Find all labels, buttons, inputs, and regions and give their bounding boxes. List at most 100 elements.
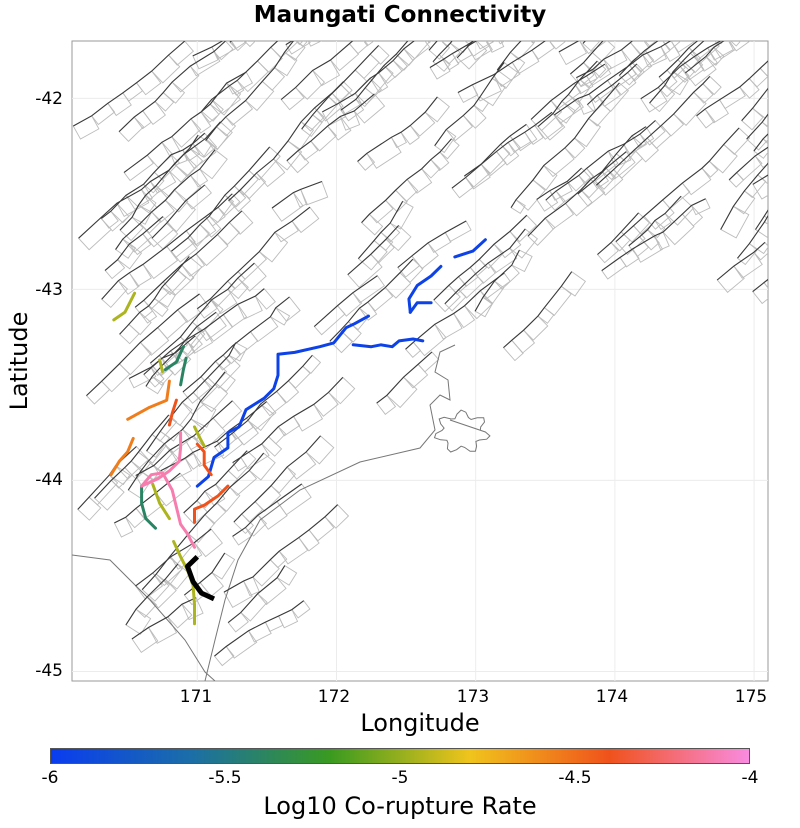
fault-trace [280, 41, 354, 100]
rupture-trace [163, 345, 185, 372]
y-tick-label: -44 [35, 470, 63, 490]
fault-trace [582, 41, 586, 44]
fault-trace [537, 60, 598, 127]
fault-trace [753, 133, 768, 152]
fault-patch [486, 41, 505, 53]
fault-trace [752, 278, 768, 293]
fault-trace [101, 132, 206, 219]
fault-trace [433, 214, 528, 301]
fault-patch [497, 41, 506, 45]
fault-patch [671, 0, 699, 23]
fault-trace [196, 206, 311, 310]
fault-traces [73, 41, 768, 657]
fault-patch [307, 41, 323, 47]
fault-trace [696, 60, 768, 117]
fault-patch [766, 162, 768, 167]
fault-trace [313, 275, 378, 327]
fault-trace [322, 41, 415, 113]
fault-patch [485, 41, 496, 46]
fault-patch [271, 0, 301, 14]
fault-patch [791, 98, 800, 119]
fault-trace [233, 435, 321, 523]
fault-patch [775, 110, 800, 137]
fault-patch [772, 191, 797, 215]
fault-patch [300, 11, 321, 31]
fault-trace [131, 597, 197, 640]
fault-trace [123, 71, 247, 173]
colorbar-tick-label: -5.5 [208, 768, 242, 788]
fault-trace [125, 563, 179, 626]
fault-patch [787, 57, 800, 84]
fault-patch [771, 191, 799, 221]
fault-trace [301, 45, 379, 130]
x-tick-label: 173 [456, 687, 490, 707]
fault-trace [628, 195, 682, 247]
fault-trace [271, 180, 323, 209]
fault-trace [104, 216, 164, 271]
fault-patch [462, 5, 493, 33]
fault-trace [597, 212, 639, 255]
fault-trace [134, 210, 243, 308]
fault-trace [587, 63, 638, 106]
fault-trace [728, 146, 768, 181]
fault-patch [598, 21, 617, 37]
fault-trace [115, 149, 216, 250]
fault-patch [347, 0, 369, 15]
fault-patch [617, 0, 643, 16]
rupture-trace [151, 482, 171, 521]
colorbar [50, 748, 750, 764]
fault-patch [794, 117, 800, 138]
fault-trace [214, 600, 305, 657]
fault-trace [135, 400, 233, 476]
fault-trace [570, 41, 604, 75]
fault-trace [135, 528, 212, 587]
x-tick-label: 172 [317, 687, 351, 707]
rupture-trace [140, 484, 157, 530]
rupture-trace [195, 442, 213, 477]
fault-patch [634, 0, 663, 20]
fault-patch [403, 41, 431, 61]
fault-patch [243, 41, 257, 48]
fault-trace [596, 76, 711, 186]
fault-patch [784, 168, 800, 200]
fault-trace [141, 452, 265, 590]
fault-patch [769, 158, 795, 184]
fault-trace [720, 162, 768, 230]
fault-patch [608, 6, 626, 24]
fault-patch [786, 180, 800, 202]
fault-trace [171, 146, 271, 252]
fault-patch [549, 41, 567, 50]
fault-trace [232, 377, 344, 464]
rupture-trace [112, 291, 137, 322]
y-tick-label: -45 [35, 661, 63, 681]
rupture-traces [109, 238, 487, 626]
x-tick-label: 174 [595, 687, 629, 707]
fault-patch [655, 0, 677, 5]
fault-patch [779, 70, 798, 89]
fault-trace [658, 41, 699, 78]
fault-patch [662, 41, 682, 51]
fault-patch [533, 13, 558, 38]
fault-trace [405, 272, 505, 350]
fault-trace [434, 62, 505, 147]
fault-trace [432, 41, 453, 63]
fault-trace [716, 241, 766, 281]
rupture-trace [179, 356, 188, 387]
fault-trace [577, 151, 627, 195]
fault-patch [522, 2, 545, 23]
fault-patch [363, 41, 375, 47]
fault-trace [357, 96, 438, 162]
fault-trace [150, 262, 255, 364]
fault-trace [94, 414, 170, 499]
fault-trace [160, 401, 267, 472]
fault-trace [227, 565, 286, 624]
fault-trace [146, 342, 237, 452]
fault-trace [510, 82, 620, 208]
fault-patch [335, 4, 356, 25]
rupture-trace [140, 431, 196, 549]
fault-patch [743, 11, 771, 36]
rupture-trace [195, 314, 370, 488]
fault-patch [247, 17, 266, 36]
fault-trace [601, 198, 706, 272]
